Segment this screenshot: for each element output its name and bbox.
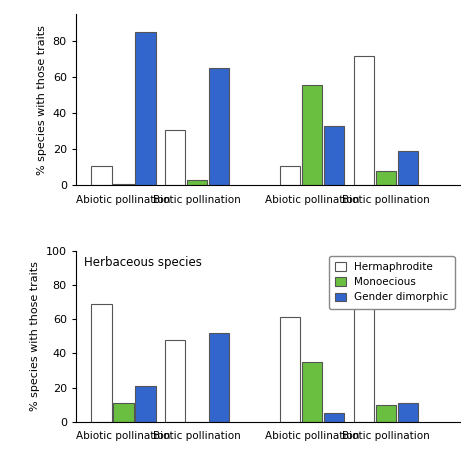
Bar [398,151,418,185]
Bar [375,405,396,422]
Y-axis label: % species with those traits: % species with those traits [37,25,47,175]
Bar [91,304,111,422]
Bar [324,126,345,185]
Legend: Hermaphrodite, Monoecious, Gender dimorphic: Hermaphrodite, Monoecious, Gender dimorp… [329,256,455,309]
Bar [164,129,185,185]
Bar [280,166,301,185]
Bar [398,403,418,422]
Bar [135,386,155,422]
Y-axis label: % species with those traits: % species with those traits [30,261,40,411]
Bar [375,171,396,185]
Bar [91,166,111,185]
Bar [209,68,229,185]
Bar [280,318,301,422]
Bar [302,362,322,422]
Bar [187,180,207,185]
Bar [113,403,134,422]
Bar [209,333,229,422]
Bar [113,184,134,185]
Bar [302,84,322,185]
Text: Herbaceous species: Herbaceous species [83,255,201,269]
Bar [324,413,345,422]
Bar [354,285,374,422]
Bar [164,340,185,422]
Bar [354,55,374,185]
Bar [135,32,155,185]
